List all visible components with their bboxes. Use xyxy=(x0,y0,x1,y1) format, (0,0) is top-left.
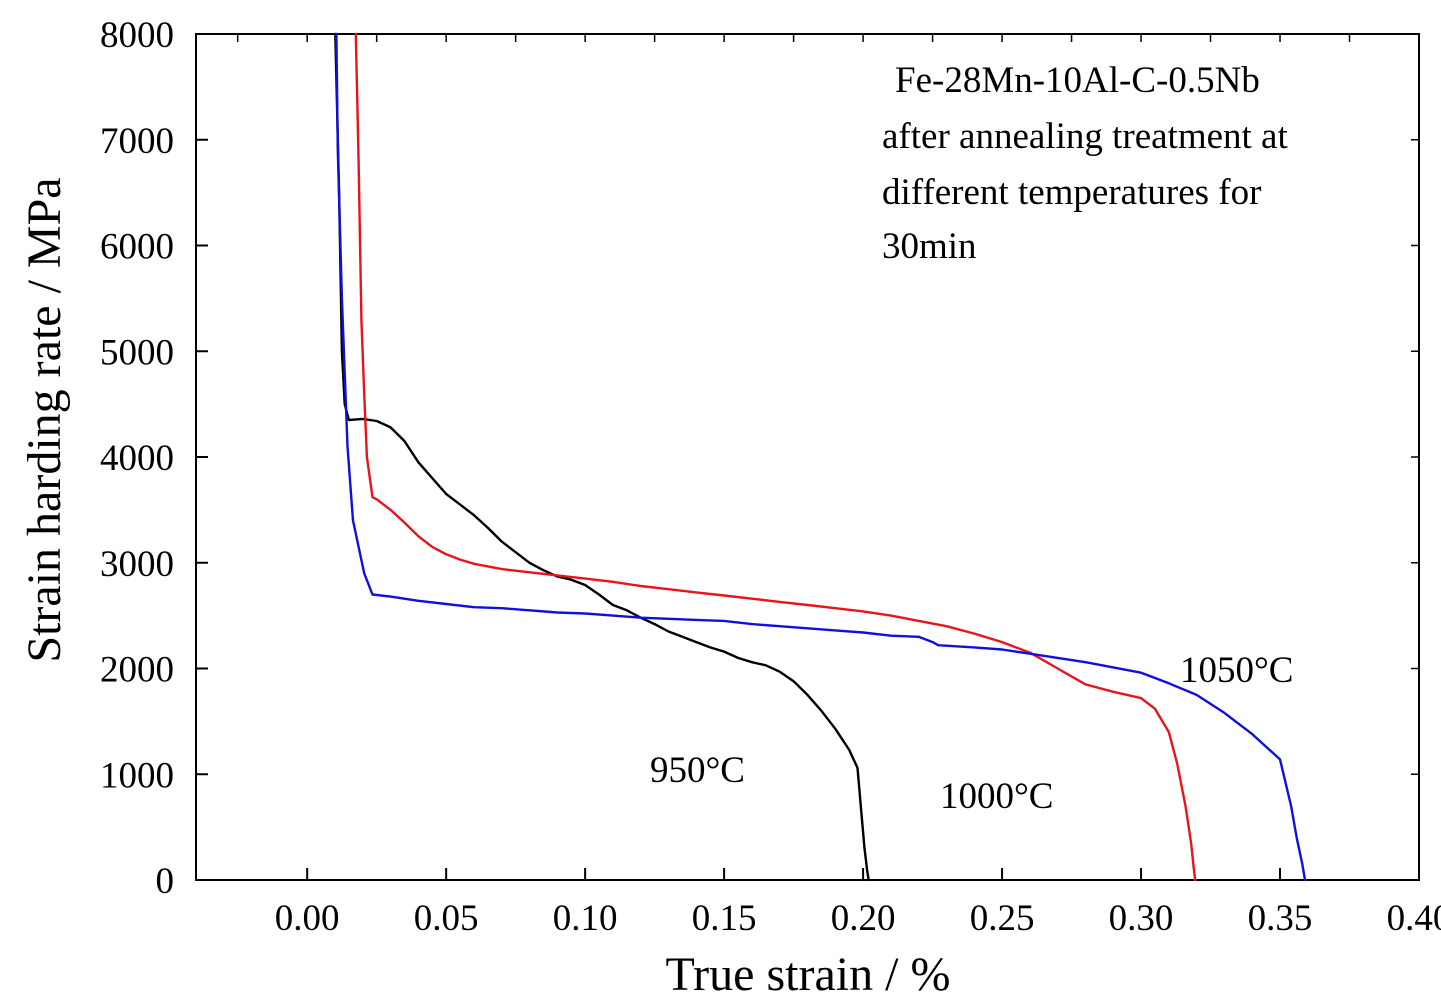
y-axis-title: Strain harding rate / MPa xyxy=(18,177,71,662)
y-tick-label: 8000 xyxy=(100,15,174,56)
y-tick-label: 4000 xyxy=(100,438,174,479)
x-tick-label: 0.20 xyxy=(831,898,896,939)
y-tick-label: 0 xyxy=(156,861,175,902)
y-tick-label: 1000 xyxy=(100,755,174,796)
series-label-1000: 1000°C xyxy=(940,776,1053,817)
x-tick-label: 0.40 xyxy=(1387,898,1441,939)
y-tick-label: 5000 xyxy=(100,332,174,373)
x-axis-title: True strain / % xyxy=(666,948,951,1001)
y-tick-label: 2000 xyxy=(100,650,174,691)
y-ticks: 0 1000 2000 3000 4000 5000 6000 7000 8000 xyxy=(100,15,1419,902)
y-tick-label: 7000 xyxy=(100,121,174,162)
series-line-1050 xyxy=(335,32,1307,882)
annotation-line-2: after annealing treatment at xyxy=(882,116,1288,157)
series-label-950: 950°C xyxy=(650,750,745,791)
x-tick-label: 0.25 xyxy=(970,898,1035,939)
annotation-line-3: different temperatures for xyxy=(882,172,1261,213)
annotation-line-1: Fe-28Mn-10Al-C-0.5Nb xyxy=(895,60,1260,101)
y-tick-label: 6000 xyxy=(100,227,174,268)
series-label-1050: 1050°C xyxy=(1180,650,1293,691)
x-tick-label: 0.35 xyxy=(1248,898,1313,939)
x-tick-label: 0.00 xyxy=(275,898,340,939)
annotation-line-4: 30min xyxy=(882,226,977,267)
x-tick-label: 0.10 xyxy=(553,898,618,939)
x-ticks: 0.00 0.05 0.10 0.15 0.20 0.25 0.30 0.35 0.40 xyxy=(236,34,1441,939)
y-tick-label: 3000 xyxy=(100,544,174,585)
series-lines xyxy=(334,32,1307,882)
x-tick-label: 0.05 xyxy=(414,898,479,939)
x-tick-label: 0.15 xyxy=(692,898,757,939)
x-tick-label: 0.30 xyxy=(1109,898,1174,939)
series-line-1000 xyxy=(354,32,1197,882)
annotation-block: Fe-28Mn-10Al-C-0.5Nb after annealing tre… xyxy=(882,60,1288,267)
series-line-950 xyxy=(334,32,870,882)
plot-frame xyxy=(195,33,1420,881)
